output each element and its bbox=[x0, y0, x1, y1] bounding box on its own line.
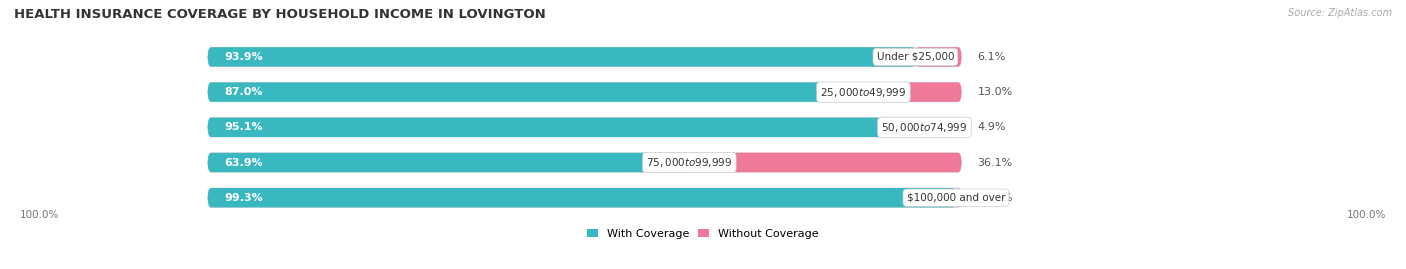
Text: 36.1%: 36.1% bbox=[977, 158, 1012, 168]
Text: 100.0%: 100.0% bbox=[1347, 210, 1386, 220]
FancyBboxPatch shape bbox=[208, 118, 962, 137]
Legend: With Coverage, Without Coverage: With Coverage, Without Coverage bbox=[582, 224, 824, 243]
FancyBboxPatch shape bbox=[208, 47, 915, 67]
Text: 100.0%: 100.0% bbox=[20, 210, 59, 220]
FancyBboxPatch shape bbox=[924, 118, 962, 137]
FancyBboxPatch shape bbox=[208, 82, 863, 102]
FancyBboxPatch shape bbox=[208, 82, 962, 102]
FancyBboxPatch shape bbox=[208, 118, 924, 137]
FancyBboxPatch shape bbox=[689, 153, 962, 172]
FancyBboxPatch shape bbox=[208, 188, 956, 207]
Text: 95.1%: 95.1% bbox=[224, 122, 263, 132]
FancyBboxPatch shape bbox=[863, 82, 962, 102]
Text: 4.9%: 4.9% bbox=[977, 122, 1007, 132]
Text: $100,000 and over: $100,000 and over bbox=[907, 193, 1005, 203]
FancyBboxPatch shape bbox=[208, 188, 962, 207]
Text: 93.9%: 93.9% bbox=[224, 52, 263, 62]
Text: 6.1%: 6.1% bbox=[977, 52, 1005, 62]
Text: $25,000 to $49,999: $25,000 to $49,999 bbox=[820, 86, 907, 99]
Text: $75,000 to $99,999: $75,000 to $99,999 bbox=[647, 156, 733, 169]
Text: 13.0%: 13.0% bbox=[977, 87, 1012, 97]
Text: Source: ZipAtlas.com: Source: ZipAtlas.com bbox=[1288, 8, 1392, 18]
Text: 87.0%: 87.0% bbox=[224, 87, 263, 97]
Text: 99.3%: 99.3% bbox=[224, 193, 263, 203]
FancyBboxPatch shape bbox=[915, 47, 962, 67]
Text: $50,000 to $74,999: $50,000 to $74,999 bbox=[882, 121, 967, 134]
Text: Under $25,000: Under $25,000 bbox=[876, 52, 955, 62]
FancyBboxPatch shape bbox=[956, 188, 962, 207]
FancyBboxPatch shape bbox=[208, 153, 962, 172]
Text: 63.9%: 63.9% bbox=[224, 158, 263, 168]
FancyBboxPatch shape bbox=[208, 47, 962, 67]
FancyBboxPatch shape bbox=[208, 153, 689, 172]
Text: 0.72%: 0.72% bbox=[977, 193, 1012, 203]
Text: HEALTH INSURANCE COVERAGE BY HOUSEHOLD INCOME IN LOVINGTON: HEALTH INSURANCE COVERAGE BY HOUSEHOLD I… bbox=[14, 8, 546, 21]
